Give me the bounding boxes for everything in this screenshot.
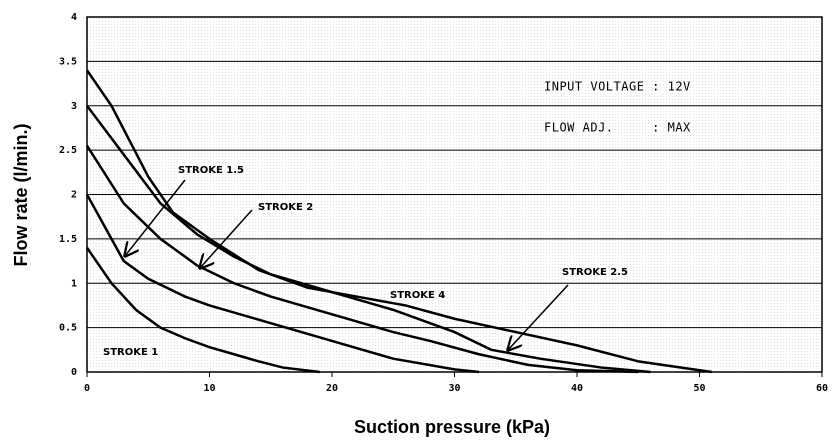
series-label: STROKE 4 [390,290,445,301]
series-line [85,193,480,374]
series-line [85,247,320,374]
series-line [85,145,639,374]
x-tick-label: 40 [571,383,583,394]
y-tick-label: 3 [71,101,77,112]
y-axis-label: Flow rate (l/min.) [11,123,31,266]
series-label: STROKE 1 [103,347,158,358]
series-line [85,69,712,374]
y-tick-label: 3.5 [59,56,77,67]
x-tick-label: 30 [448,383,460,394]
series-label: STROKE 2.5 [562,267,628,278]
x-tick-label: 0 [84,383,90,394]
annotation: FLOW ADJ. : MAX [544,121,691,135]
x-tick-label: 60 [816,383,828,394]
y-tick-label: 2.5 [59,145,77,156]
y-tick-label: 0.5 [59,323,77,334]
x-axis-label: Suction pressure (kPa) [354,417,550,437]
arrow [125,179,186,256]
y-tick-label: 0 [71,367,77,378]
x-tick-label: 50 [693,383,705,394]
y-tick-label: 2 [71,190,77,201]
x-tick-label: 10 [203,383,215,394]
arrow [508,284,569,350]
annotation: INPUT VOLTAGE : 12V [544,80,691,94]
y-tick-label: 1.5 [59,234,77,245]
y-tick-label: 1 [71,278,77,289]
series-label: STROKE 1.5 [178,165,244,176]
y-tick-label: 4 [71,12,77,23]
x-tick-label: 20 [326,383,338,394]
series-label: STROKE 2 [258,202,313,213]
